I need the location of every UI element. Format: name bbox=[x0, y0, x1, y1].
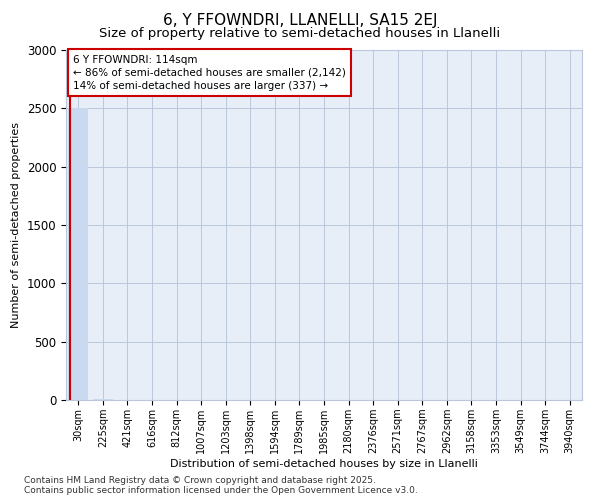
Text: 6, Y FFOWNDRI, LLANELLI, SA15 2EJ: 6, Y FFOWNDRI, LLANELLI, SA15 2EJ bbox=[163, 12, 437, 28]
Text: Contains HM Land Registry data © Crown copyright and database right 2025.
Contai: Contains HM Land Registry data © Crown c… bbox=[24, 476, 418, 495]
Bar bbox=[93, 399, 113, 400]
Text: Size of property relative to semi-detached houses in Llanelli: Size of property relative to semi-detach… bbox=[100, 28, 500, 40]
Text: 6 Y FFOWNDRI: 114sqm
← 86% of semi-detached houses are smaller (2,142)
14% of se: 6 Y FFOWNDRI: 114sqm ← 86% of semi-detac… bbox=[73, 54, 346, 91]
Y-axis label: Number of semi-detached properties: Number of semi-detached properties bbox=[11, 122, 21, 328]
Bar bbox=[68, 108, 88, 400]
X-axis label: Distribution of semi-detached houses by size in Llanelli: Distribution of semi-detached houses by … bbox=[170, 459, 478, 469]
